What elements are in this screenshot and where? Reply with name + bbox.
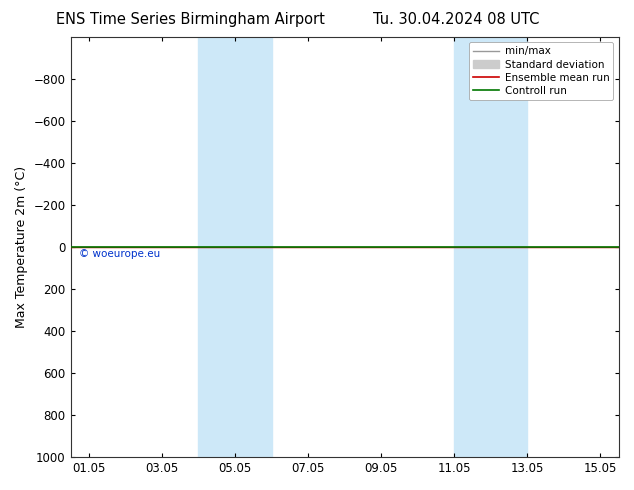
Bar <box>235 37 271 457</box>
Text: Tu. 30.04.2024 08 UTC: Tu. 30.04.2024 08 UTC <box>373 12 540 27</box>
Bar <box>454 37 491 457</box>
Text: © woeurope.eu: © woeurope.eu <box>79 249 160 259</box>
Bar <box>198 37 235 457</box>
Text: ENS Time Series Birmingham Airport: ENS Time Series Birmingham Airport <box>56 12 325 27</box>
Y-axis label: Max Temperature 2m (°C): Max Temperature 2m (°C) <box>15 166 28 328</box>
Legend: min/max, Standard deviation, Ensemble mean run, Controll run: min/max, Standard deviation, Ensemble me… <box>469 42 614 100</box>
Bar <box>491 37 527 457</box>
